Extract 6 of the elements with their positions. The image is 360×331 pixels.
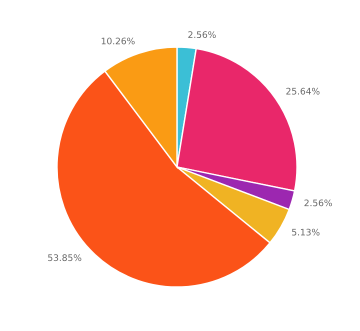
data-label: 5.13% bbox=[292, 228, 320, 236]
data-label: 10.26% bbox=[102, 38, 135, 44]
data-label: 2.56% bbox=[304, 199, 332, 206]
data-label: 2.56% bbox=[188, 31, 216, 38]
data-label: 53.85% bbox=[48, 254, 82, 262]
data-label: 25.64% bbox=[286, 88, 320, 95]
